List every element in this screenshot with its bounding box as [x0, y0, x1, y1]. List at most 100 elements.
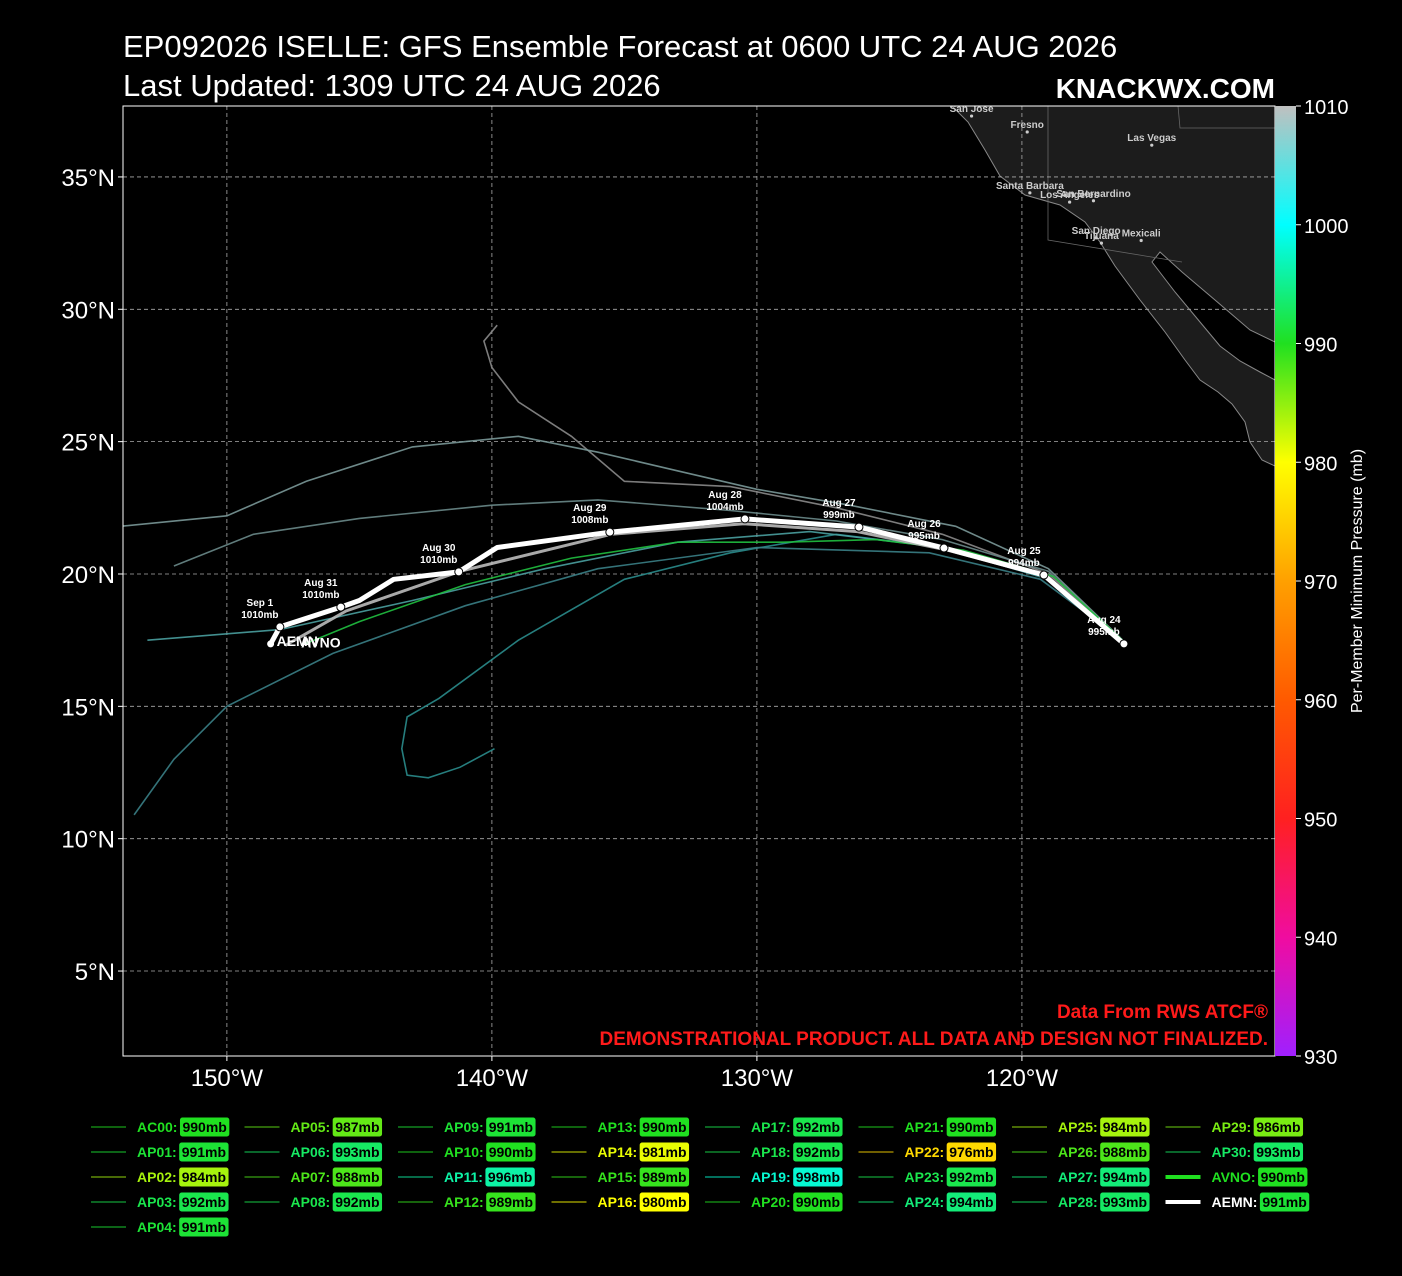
city-dot — [1099, 241, 1104, 245]
source-note: Data From RWS ATCF® — [1057, 1002, 1268, 1023]
land — [951, 106, 1275, 467]
y-tick-label: 5°N — [75, 959, 115, 986]
legend-name: AP16: — [598, 1194, 638, 1210]
city-dot — [1068, 200, 1072, 204]
member-track — [123, 435, 1121, 639]
city-dot — [1091, 199, 1096, 203]
track-end-dot — [267, 640, 275, 648]
x-tick-label: 140°W — [456, 1065, 529, 1092]
legend-pressure: 992mb — [796, 1119, 840, 1135]
city-dot — [1028, 191, 1032, 195]
legend-name: AP19: — [751, 1169, 791, 1185]
legend-pressure: 989mb — [489, 1194, 533, 1210]
legend-pressure-box — [792, 1166, 844, 1188]
legend-name: AP23: — [905, 1169, 945, 1185]
legend-name: AP22: — [905, 1144, 945, 1160]
legend-pressure-box — [485, 1116, 537, 1138]
legend-name: AP11: — [444, 1169, 483, 1185]
legend-pressure-box — [1099, 1191, 1151, 1213]
watermark: KNACKWX.COM — [1056, 73, 1275, 104]
legend-pressure-box — [331, 1166, 384, 1188]
colorbar-label: Per-Member Minimum Pressure (mb) — [1349, 449, 1366, 713]
point-pressure: 1010mb — [302, 590, 339, 601]
legend-name: AP12: — [444, 1194, 484, 1210]
colorbar-tick-label: 980 — [1304, 453, 1337, 475]
legend-pressure-box — [1099, 1116, 1151, 1138]
city-dot — [1094, 236, 1098, 240]
legend-name: AP20: — [751, 1194, 791, 1210]
track-end-label: AEMN — [277, 633, 318, 649]
legend-pressure: 976mb — [949, 1144, 993, 1160]
track-point — [1119, 639, 1129, 649]
colorbar-tick-label: 1000 — [1304, 216, 1349, 238]
legend-pressure: 992mb — [796, 1144, 840, 1160]
x-tick-label: 130°W — [721, 1065, 794, 1092]
tracks: San Jose Fresno Las Vegas Santa BarbaraLos … — [123, 104, 1177, 816]
point-date: Sep 1 — [247, 598, 274, 609]
colorbar-tick-label: 940 — [1304, 928, 1337, 950]
track-point — [605, 527, 615, 537]
legend-pressure: 991mb — [489, 1119, 533, 1135]
legend-name: AP29: — [1212, 1119, 1252, 1135]
point-pressure: 995mb — [1088, 627, 1120, 638]
legend-pressure: 993mb — [1103, 1194, 1147, 1210]
y-tick-label: 35°N — [61, 165, 115, 192]
legend-pressure: 990mb — [1261, 1169, 1305, 1185]
legend-name: AP26: — [1058, 1144, 1098, 1160]
legend-name: AP24: — [905, 1194, 945, 1210]
legend-pressure-box — [1252, 1116, 1305, 1138]
legend-pressure: 984mb — [1103, 1119, 1147, 1135]
city-dot — [1139, 238, 1143, 243]
point-date: Aug 27 — [822, 498, 856, 509]
legend-pressure: 994mb — [1103, 1169, 1147, 1185]
legend-pressure: 986mb — [1256, 1119, 1300, 1135]
legend-name: AP07: — [291, 1169, 331, 1185]
colorbar — [1275, 106, 1296, 1056]
member-track — [173, 499, 1124, 641]
legend-name: AP28: — [1058, 1194, 1098, 1210]
legend-pressure: 990mb — [489, 1144, 533, 1160]
legend-name: AP27: — [1058, 1169, 1098, 1185]
legend-pressure-box — [1258, 1191, 1311, 1213]
legend-pressure-box — [792, 1191, 844, 1213]
legend-name: AVNO: — [1212, 1169, 1256, 1185]
point-date: Aug 26 — [907, 519, 941, 530]
legend-pressure: 990mb — [796, 1194, 840, 1210]
colorbar-tick-label: 1010 — [1304, 97, 1349, 119]
legend-pressure-box — [945, 1191, 998, 1213]
city-dot — [969, 114, 974, 118]
city-label: San Jose — [950, 104, 994, 115]
y-tick-label: 20°N — [61, 562, 115, 589]
legend-pressure-box — [331, 1116, 384, 1138]
legend-name: AP09: — [444, 1119, 484, 1135]
gulf-of-california — [1151, 251, 1275, 381]
point-pressure: 1010mb — [241, 610, 278, 621]
legend-pressure: 998mb — [796, 1169, 840, 1185]
city-label: Las Vegas — [1127, 133, 1176, 144]
legend-name: AP17: — [751, 1119, 791, 1135]
legend-pressure-box — [1257, 1166, 1309, 1188]
legend-pressure: 992mb — [182, 1194, 226, 1210]
track-point — [454, 567, 464, 577]
legend-pressure-box — [178, 1191, 230, 1213]
legend-name: AP18: — [751, 1144, 791, 1160]
y-tick-label: 25°N — [61, 430, 115, 457]
legend-name: AP03: — [137, 1194, 177, 1210]
legend-pressure-box — [178, 1141, 230, 1163]
y-tick-label: 10°N — [61, 827, 115, 854]
x-tick-label: 120°W — [986, 1065, 1059, 1092]
member-track — [133, 546, 1124, 816]
legend-pressure: 992mb — [335, 1194, 379, 1210]
legend-pressure: 990mb — [182, 1119, 226, 1135]
city-label: Mexicali — [1122, 228, 1161, 239]
track-point — [1039, 570, 1049, 580]
track-point — [336, 602, 346, 612]
legend-name: AP14: — [598, 1144, 638, 1160]
legend-pressure-box — [792, 1116, 844, 1138]
legend-pressure-box — [485, 1191, 537, 1213]
city-label: Tijuana — [1084, 231, 1119, 242]
track-point — [854, 522, 864, 532]
point-pressure: 994mb — [1008, 558, 1040, 569]
